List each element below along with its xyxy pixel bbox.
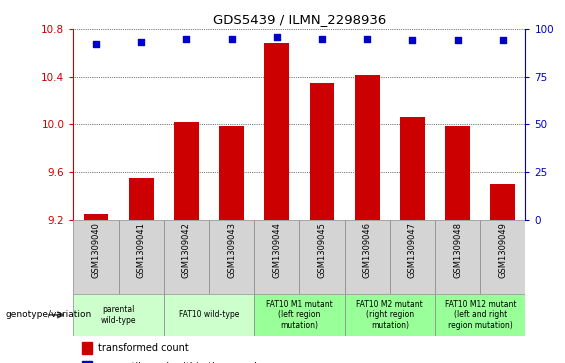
Bar [435, 220, 480, 294]
Point [227, 36, 236, 41]
Text: GSM1309042: GSM1309042 [182, 222, 191, 278]
Bar [164, 220, 209, 294]
Title: GDS5439 / ILMN_2298936: GDS5439 / ILMN_2298936 [213, 13, 386, 26]
Bar [490, 184, 515, 220]
Text: GSM1309044: GSM1309044 [272, 222, 281, 278]
Point [92, 41, 101, 47]
Text: FAT10 M1 mutant
(left region
mutation): FAT10 M1 mutant (left region mutation) [266, 300, 333, 330]
Text: GSM1309047: GSM1309047 [408, 222, 417, 278]
Text: GSM1309043: GSM1309043 [227, 222, 236, 278]
Text: transformed count: transformed count [98, 343, 189, 353]
Text: percentile rank within the sample: percentile rank within the sample [98, 362, 263, 363]
Bar [73, 220, 119, 294]
Bar [174, 122, 199, 220]
Bar [435, 294, 525, 336]
Bar [73, 294, 164, 336]
Point [318, 36, 327, 41]
Point [498, 38, 507, 44]
Point [272, 34, 281, 40]
Bar [164, 294, 254, 336]
Text: GSM1309046: GSM1309046 [363, 222, 372, 278]
Bar [82, 361, 93, 363]
Bar [345, 294, 435, 336]
Bar [400, 117, 425, 220]
Bar [209, 220, 254, 294]
Point [453, 38, 462, 44]
Point [363, 36, 372, 41]
Point [408, 38, 417, 44]
Text: GSM1309041: GSM1309041 [137, 222, 146, 278]
Text: FAT10 wild-type: FAT10 wild-type [179, 310, 239, 319]
Bar [299, 220, 345, 294]
Bar [82, 342, 93, 354]
Text: GSM1309045: GSM1309045 [318, 222, 327, 278]
Bar [310, 83, 334, 220]
Bar [254, 220, 299, 294]
Point [137, 40, 146, 45]
Text: GSM1309048: GSM1309048 [453, 222, 462, 278]
Bar [345, 220, 390, 294]
Text: FAT10 M2 mutant
(right region
mutation): FAT10 M2 mutant (right region mutation) [357, 300, 423, 330]
Bar [119, 220, 164, 294]
Text: GSM1309049: GSM1309049 [498, 222, 507, 278]
Bar [264, 43, 289, 220]
Bar [445, 126, 470, 220]
Bar [84, 214, 108, 220]
Text: genotype/variation: genotype/variation [6, 310, 92, 319]
Point [182, 36, 191, 41]
Bar [480, 220, 525, 294]
Text: GSM1309040: GSM1309040 [92, 222, 101, 278]
Bar [254, 294, 345, 336]
Bar [129, 178, 154, 220]
Bar [219, 126, 244, 220]
Text: FAT10 M12 mutant
(left and right
region mutation): FAT10 M12 mutant (left and right region … [445, 300, 516, 330]
Bar [390, 220, 435, 294]
Text: parental
wild-type: parental wild-type [101, 305, 136, 325]
Bar [355, 76, 380, 220]
